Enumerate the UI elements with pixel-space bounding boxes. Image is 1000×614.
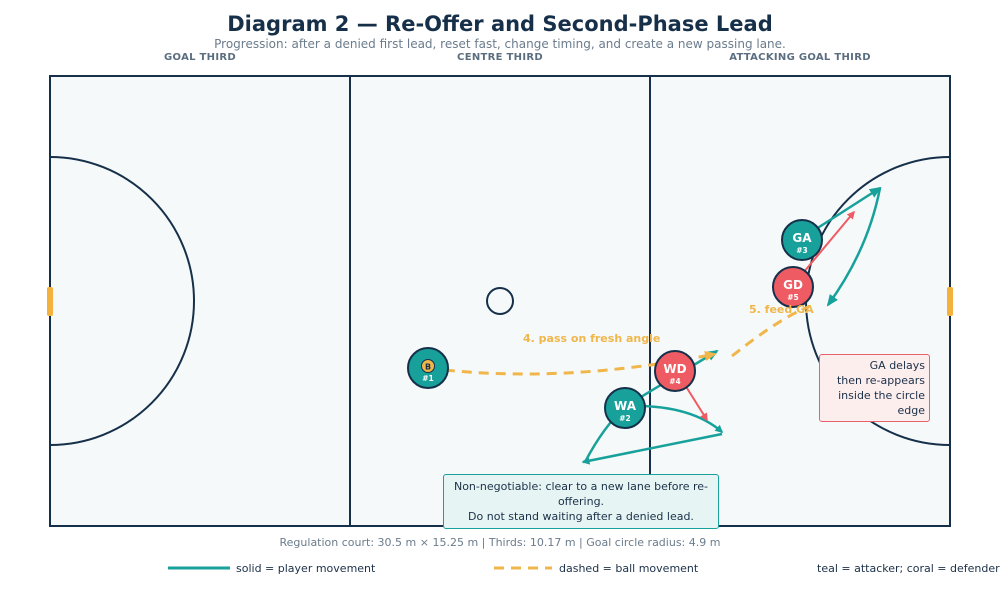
note-line: GA delays <box>869 359 925 372</box>
wa-path-reset <box>581 432 723 465</box>
note-line: inside the circle edge <box>838 389 925 417</box>
player-wa: WA #2 <box>604 387 646 429</box>
player-number: #3 <box>796 246 808 255</box>
ball-marker: B <box>425 363 431 372</box>
goal-circle-left <box>50 156 195 446</box>
diagram-title: Diagram 2 — Re-Offer and Second-Phase Le… <box>227 12 773 36</box>
zone-label-attacking-goal-third: ATTACKING GOAL THIRD <box>729 52 871 63</box>
note-line: Non-negotiable: clear to a new lane befo… <box>453 480 709 508</box>
legend-solid-label: solid = player movement <box>236 562 376 575</box>
centre-circle <box>486 287 514 315</box>
zone-label-goal-third: GOAL THIRD <box>164 52 236 63</box>
court-outline <box>49 75 951 527</box>
note-line: Do not stand waiting after a denied lead… <box>468 510 694 523</box>
player-number: #4 <box>669 377 681 386</box>
note-line: then re-appears <box>836 374 925 387</box>
diagram-subtitle: Progression: after a denied first lead, … <box>214 37 786 51</box>
coaching-note-teal: Non-negotiable: clear to a new lane befo… <box>443 474 719 529</box>
player-wc-ball-carrier: B #1 <box>407 347 449 389</box>
player-role: WA <box>614 399 637 413</box>
court-dimensions-footnote: Regulation court: 30.5 m × 15.25 m | Thi… <box>279 536 721 549</box>
annotation-feed-ga: 5. feed GA <box>749 303 814 316</box>
player-role: WD <box>663 362 686 376</box>
player-role: GD <box>783 278 803 292</box>
player-gd: GD #5 <box>772 266 814 308</box>
player-number: #2 <box>619 414 631 423</box>
zone-label-centre-third: CENTRE THIRD <box>457 52 543 63</box>
annotation-pass-fresh-angle: 4. pass on fresh angle <box>523 332 661 345</box>
goal-post-right <box>947 287 953 316</box>
coaching-note-coral: GA delays then re-appears inside the cir… <box>819 354 930 422</box>
player-number: #5 <box>787 293 799 302</box>
legend-color-key: teal = attacker; coral = defender <box>817 562 1000 575</box>
ball-pass-fresh-angle <box>427 351 717 376</box>
ball-icon <box>421 359 435 373</box>
legend-dashed-label: dashed = ball movement <box>559 562 699 575</box>
goal-post-left <box>47 287 53 316</box>
ball-feed-ga <box>731 305 809 358</box>
player-wd: WD #4 <box>654 350 696 392</box>
ga-path-reappear <box>826 187 882 307</box>
player-role: GA <box>792 231 812 245</box>
player-ga: GA #3 <box>781 219 823 261</box>
player-number: #1 <box>422 374 434 383</box>
